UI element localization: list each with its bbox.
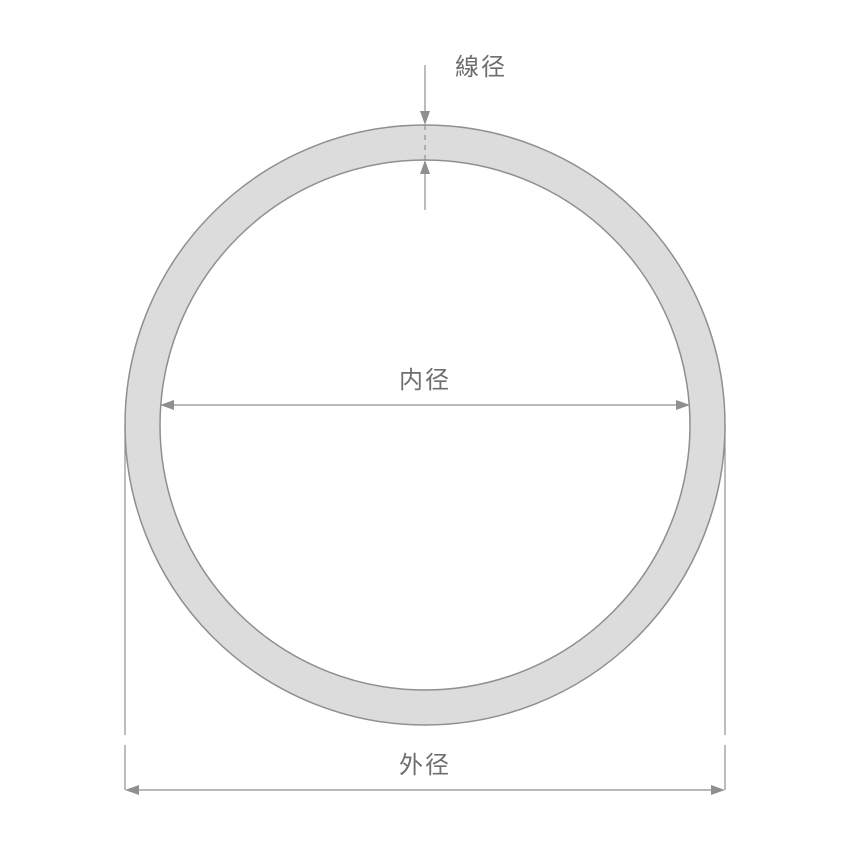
label-wall: 線径: [455, 54, 507, 81]
label-inner: 内径: [399, 367, 451, 394]
label-outer: 外径: [399, 752, 451, 779]
